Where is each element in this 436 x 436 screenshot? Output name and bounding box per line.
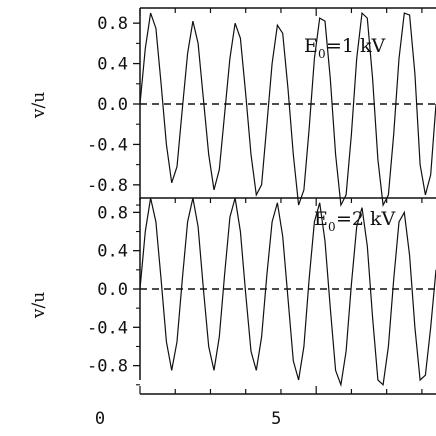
top-y-tick-label: 0.8: [97, 14, 128, 34]
top-annotation-prefix: E: [304, 35, 318, 57]
bottom-annotation-suffix: =2 kV: [336, 208, 396, 230]
top-y-tick-label: -0.4: [87, 135, 128, 155]
chart-marks: 0.8 0.4 0.0 -0.4 -0.8 0.8 0.4 0.0 -0.4 -0.8 0 5: [87, 7, 436, 429]
top-y-tick-label: -0.8: [87, 176, 128, 196]
top-y-tick-label: 0.0: [97, 95, 128, 115]
bottom-annotation-prefix: E: [314, 208, 328, 230]
bottom-y-tick-label: -0.8: [87, 357, 128, 377]
top-annotation-suffix: =1 kV: [326, 35, 386, 57]
top-y-tick-label: 0.4: [97, 55, 128, 75]
bottom-annotation-sub: 0: [328, 220, 336, 234]
bottom-y-tick-label: 0.8: [97, 203, 128, 223]
bottom-x-tick-label: 5: [271, 409, 281, 429]
top-ylabel: v/u: [29, 92, 49, 119]
bottom-y-tick-label: 0.4: [97, 242, 128, 262]
bottom-y-tick-label: 0.0: [97, 280, 128, 300]
bottom-y-tick-label: -0.4: [87, 318, 128, 338]
top-annotation-sub: 0: [318, 47, 326, 61]
top-series-solid-line: [139, 11, 436, 208]
bottom-ylabel: v/u: [29, 292, 49, 319]
bottom-x-tick-label: 0: [95, 409, 105, 429]
bottom-series-solid-line: [139, 197, 436, 388]
